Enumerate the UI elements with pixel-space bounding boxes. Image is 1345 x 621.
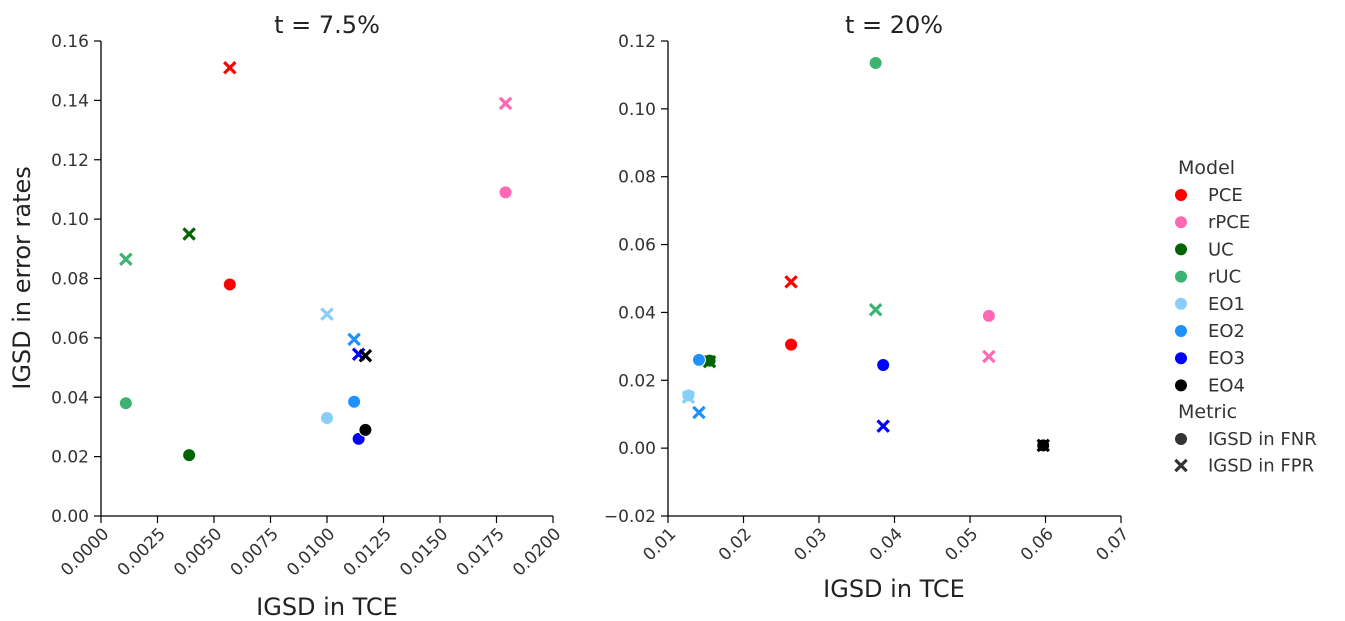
point-uc-fpr — [182, 227, 196, 241]
x-tick-label: 0.02 — [715, 524, 756, 565]
point-uc-fnr — [182, 448, 197, 463]
legend-marker-ruc — [1174, 269, 1188, 284]
point-eo4-fpr — [1036, 438, 1050, 453]
y-tick-label: 0.14 — [51, 91, 89, 111]
point-ruc-fnr — [868, 56, 883, 71]
point-eo2-fpr — [692, 405, 706, 420]
legend-marker-pce — [1174, 188, 1188, 202]
legend-label-uc: UC — [1208, 239, 1234, 260]
x-tick-label: 0.0025 — [114, 524, 170, 580]
x-tick-label: 0.06 — [1017, 524, 1058, 565]
point-eo2-fnr — [691, 352, 706, 367]
point-pce-fnr — [222, 277, 237, 292]
y-tick-label: 0.16 — [51, 32, 89, 52]
y-tick-label: 0.06 — [618, 236, 656, 256]
point-eo4-fpr — [358, 348, 373, 363]
legend-label-eo1: EO1 — [1208, 294, 1245, 315]
y-tick-label: 0.12 — [618, 32, 656, 52]
x-tick-label: 0.01 — [639, 524, 680, 565]
x-tick-label: 0.0100 — [283, 524, 339, 580]
legend-label-metric-0: IGSD in FNR — [1208, 429, 1317, 450]
legend-marker-eo3 — [1174, 351, 1188, 366]
panel-title: t = 7.5% — [274, 11, 380, 39]
x-tick-label: 0.0050 — [170, 524, 226, 580]
x-tick-label: 0.0175 — [453, 524, 509, 580]
point-pce-fpr — [223, 60, 237, 75]
y-tick-label: 0.08 — [51, 270, 89, 290]
legend-marker-fnr — [1174, 432, 1188, 446]
y-axis-label: IGSD in error rates — [8, 166, 36, 390]
legend-marker-rpce — [1174, 215, 1188, 230]
point-eo1-fpr — [681, 390, 696, 405]
legend-title-metric: Metric — [1178, 401, 1237, 423]
point-eo3-fpr — [876, 419, 890, 433]
point-eo2-fnr — [347, 394, 362, 409]
y-tick-label: 0.06 — [51, 329, 89, 349]
x-tick-label: 0.0000 — [57, 524, 113, 580]
point-eo3-fnr — [876, 358, 891, 373]
legend-label-metric-1: IGSD in FPR — [1208, 456, 1314, 477]
point-ruc-fpr — [119, 252, 133, 266]
x-axis-label: IGSD in TCE — [823, 575, 965, 603]
y-tick-label: 0.12 — [51, 151, 89, 171]
x-tick-label: 0.0200 — [509, 524, 565, 580]
point-pce-fpr — [784, 275, 798, 289]
legend-label-eo2: EO2 — [1208, 321, 1245, 342]
legend-marker-eo4 — [1174, 378, 1188, 393]
legend-marker-uc — [1174, 242, 1188, 257]
point-rpce-fnr — [498, 185, 513, 200]
y-tick-label: 0.04 — [51, 388, 89, 408]
y-tick-label: 0.02 — [618, 371, 656, 391]
legend: Model Metric PCE rPCE UC rUC EO1 EO2 EO3 EO4 IGS… — [1174, 157, 1317, 477]
point-eo4-fnr — [358, 422, 373, 437]
point-rpce-fpr — [982, 349, 996, 364]
panel-t-7-5: t = 7.5% IGSD in error rates IGSD in TCE… — [8, 11, 565, 621]
y-tick-label: 0.04 — [618, 303, 656, 323]
point-ruc-fnr — [118, 396, 133, 411]
x-tick-label: 0.0150 — [396, 524, 452, 580]
legend-label-eo4: EO4 — [1208, 375, 1245, 396]
legend-marker-eo1 — [1174, 296, 1188, 311]
y-tick-label: 0.08 — [618, 168, 656, 188]
x-axis-label: IGSD in TCE — [256, 593, 398, 621]
x-tick-label: 0.0075 — [227, 524, 283, 580]
x-tick-label: 0.04 — [866, 524, 907, 565]
point-ruc-fpr — [868, 302, 883, 317]
point-eo2-fpr — [347, 332, 361, 347]
legend-title-model: Model — [1178, 157, 1235, 179]
y-tick-label: 0.02 — [51, 448, 89, 468]
x-tick-label: 0.05 — [941, 524, 982, 565]
point-eo1-fnr — [320, 411, 334, 426]
point-eo1-fpr — [320, 307, 334, 321]
x-tick-label: 0.03 — [790, 524, 831, 565]
panel-title: t = 20% — [845, 11, 943, 39]
legend-label-eo3: EO3 — [1208, 348, 1245, 369]
y-tick-label: 0.00 — [51, 507, 89, 527]
y-tick-label: −0.02 — [604, 507, 656, 527]
legend-label-ruc: rUC — [1208, 267, 1241, 288]
point-rpce-fpr — [498, 96, 513, 111]
point-rpce-fnr — [981, 308, 996, 323]
legend-marker-fpr — [1174, 458, 1188, 473]
legend-marker-eo2 — [1174, 324, 1188, 338]
y-tick-label: 0.10 — [618, 100, 656, 120]
legend-label-pce: PCE — [1208, 185, 1243, 206]
y-tick-label: 0.10 — [51, 210, 89, 230]
x-tick-label: 0.0125 — [340, 524, 396, 580]
point-pce-fnr — [784, 337, 799, 352]
x-tick-label: 0.07 — [1092, 524, 1133, 565]
y-tick-label: 0.00 — [618, 439, 656, 459]
point-uc-fpr — [702, 354, 717, 369]
panel-t-20: t = 20% IGSD in TCE −0.02 0.00 0.02 0.04 0.0… — [604, 11, 1133, 603]
legend-label-rpce: rPCE — [1208, 212, 1250, 233]
